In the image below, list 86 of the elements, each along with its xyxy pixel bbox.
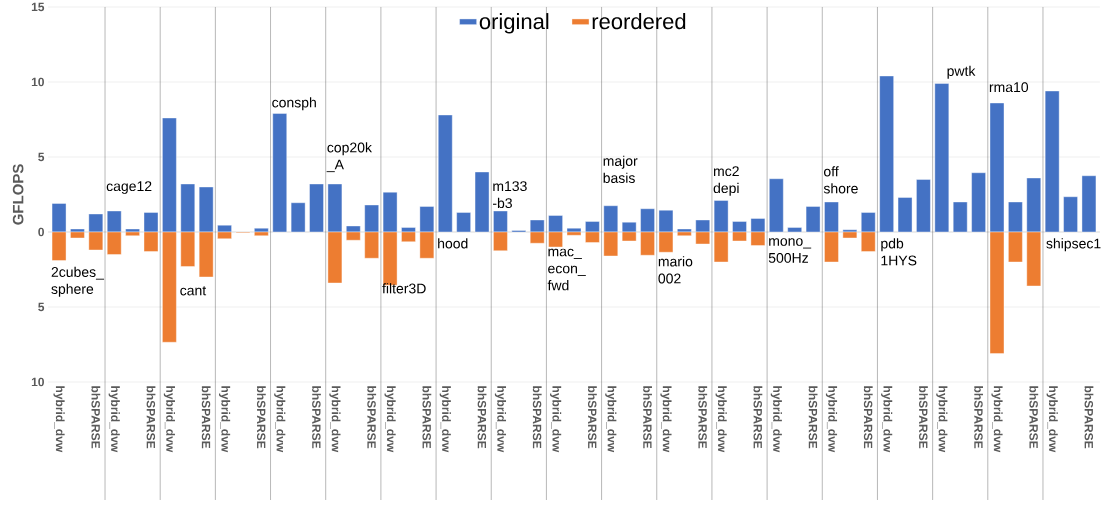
x-tick-label: hybrid_dvw <box>1046 386 1058 453</box>
x-tick-label: bhSPARSE <box>974 386 984 449</box>
bar <box>401 231 416 242</box>
bar <box>474 171 490 233</box>
annotation: m133 -b3 <box>492 181 527 209</box>
x-tick-label: hybrid_dvw <box>881 386 893 453</box>
bar <box>309 183 324 233</box>
x-tick-label: hybrid_dvw <box>163 386 175 453</box>
annotation: cop20k _A <box>326 142 372 173</box>
bar <box>879 75 894 233</box>
y-axis-title: GFLOPS <box>12 164 24 225</box>
x-tick-label: bhSPARSE <box>1029 386 1039 449</box>
x-tick-label: hybrid_dvw <box>991 386 1003 453</box>
x-tick-label: bhSPARSE <box>91 386 101 449</box>
x-tick-label: hybrid_dvw <box>770 386 782 453</box>
x-tick-label: bhSPARSE <box>1084 386 1094 449</box>
bar <box>1044 90 1060 233</box>
x-tick-label: hybrid_dvw <box>384 386 396 453</box>
x-tick-label: hybrid_dvw <box>605 386 617 453</box>
bar <box>272 113 287 233</box>
annotation: off shore <box>823 166 858 194</box>
x-tick-label: bhSPARSE <box>477 386 487 449</box>
x-tick-label: hybrid_dvw <box>108 386 120 453</box>
x-tick-label: bhSPARSE <box>753 386 763 449</box>
bar <box>70 231 85 239</box>
annotation: rma10 <box>989 82 1029 93</box>
annotation: mac_ econ_ fwd <box>547 248 586 291</box>
y-tick-label: 15 <box>31 2 45 12</box>
x-tick-label: bhSPARSE <box>643 386 652 449</box>
x-tick-label: hybrid_dvw <box>660 386 672 453</box>
y-tick-label: 5 <box>38 302 45 312</box>
bar <box>971 172 986 233</box>
bar <box>438 114 453 233</box>
bar <box>805 206 821 233</box>
bar <box>769 178 784 233</box>
x-tick-label: bhSPARSE <box>312 386 321 449</box>
bar <box>934 83 950 233</box>
bar <box>787 227 802 233</box>
annotation: cant <box>180 286 207 296</box>
x-tick-label: bhSPARSE <box>863 386 873 449</box>
x-tick-label: hybrid_dvw <box>936 386 948 453</box>
annotation: cage12 <box>106 181 152 194</box>
bar <box>842 231 858 239</box>
bar <box>897 197 913 233</box>
annotation: hood <box>438 238 468 249</box>
x-tick-label: bhSPARSE <box>808 386 818 449</box>
x-tick-label: hybrid_dvw <box>550 386 562 453</box>
annotation: mc2 depi <box>713 166 739 196</box>
y-tick-label: 0 <box>38 227 44 237</box>
bar <box>953 201 968 233</box>
annotation: 2cubes_ sphere <box>51 266 105 297</box>
x-tick-label: hybrid_dvw <box>329 386 341 453</box>
x-tick-label: bhSPARSE <box>587 386 597 449</box>
annotation: pwtk <box>947 65 976 79</box>
annotation: major basis <box>603 155 638 183</box>
bar <box>916 179 931 233</box>
y-tick-label: 10 <box>31 77 44 87</box>
bar <box>1081 175 1097 233</box>
x-tick-label: bhSPARSE <box>256 386 266 449</box>
x-tick-label: bhSPARSE <box>532 386 542 449</box>
bar <box>290 202 306 233</box>
x-tick-label: bhSPARSE <box>146 386 156 449</box>
annotation: consph <box>272 97 316 111</box>
x-tick-label: bhSPARSE <box>919 386 928 449</box>
legend-label: original <box>479 13 549 34</box>
annotation: filter3D <box>382 283 426 294</box>
x-tick-label: bhSPARSE <box>367 386 377 449</box>
y-tick-label: 5 <box>38 152 45 162</box>
annotation: pdb 1HYS <box>881 238 917 266</box>
y-tick-label: 10 <box>31 377 44 387</box>
x-tick-label: bhSPARSE <box>201 386 211 449</box>
x-tick-label: hybrid_dvw <box>53 386 65 453</box>
annotation: shipsec1 <box>1046 238 1101 252</box>
legend-label: reordered <box>592 13 686 30</box>
bar <box>1063 196 1078 233</box>
x-tick-label: hybrid_dvw <box>825 386 838 453</box>
x-tick-label: hybrid_dvw <box>494 386 507 453</box>
x-tick-label: bhSPARSE <box>698 386 708 449</box>
x-tick-label: hybrid_dvw <box>715 386 727 453</box>
annotation: mario 002 <box>658 256 693 284</box>
bar <box>456 212 471 233</box>
x-tick-label: hybrid_dvw <box>439 386 451 453</box>
annotation: mono_ 500Hz <box>768 238 812 263</box>
x-tick-label: hybrid_dvw <box>274 386 286 453</box>
x-tick-label: hybrid_dvw <box>218 386 231 453</box>
x-tick-label: bhSPARSE <box>422 386 432 449</box>
